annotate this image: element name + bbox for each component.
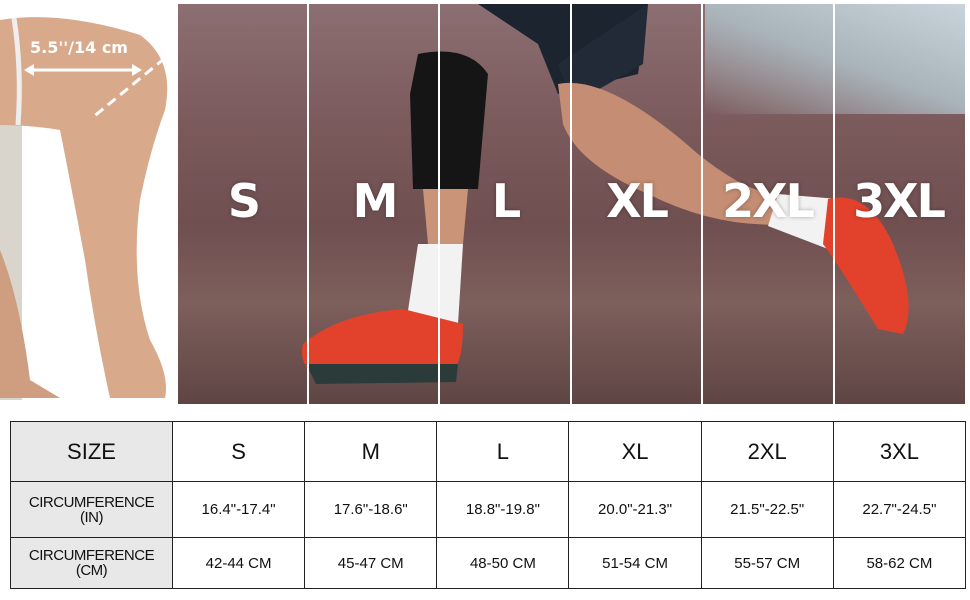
size-divider bbox=[570, 4, 572, 404]
value-cell: 48-50 CM bbox=[436, 537, 570, 589]
value-cell: 58-62 CM bbox=[832, 537, 967, 589]
value-cell: 17.6"-18.6" bbox=[304, 481, 438, 538]
size-header: SIZE bbox=[10, 421, 173, 482]
product-photo: S M L XL 2XL 3XL bbox=[178, 4, 965, 404]
measurement-label: 5.5''/14 cm bbox=[30, 38, 128, 57]
runner-illustration bbox=[302, 4, 909, 384]
photo-size-xl: XL bbox=[606, 174, 669, 228]
size-cell: 3XL bbox=[832, 421, 967, 482]
size-cell: 2XL bbox=[700, 421, 834, 482]
sky-background bbox=[705, 4, 965, 114]
table-header-row: SIZE S M L XL 2XL 3XL bbox=[10, 421, 967, 482]
row-label-line1: CIRCUMFERENCE bbox=[28, 547, 155, 564]
size-chart-table: SIZE S M L XL 2XL 3XL CIRCUMFERENCE (IN) … bbox=[10, 421, 967, 589]
value-cell: 51-54 CM bbox=[568, 537, 702, 589]
value-cell: 20.0"-21.3" bbox=[568, 481, 702, 538]
photo-size-m: M bbox=[352, 174, 399, 228]
size-cell: XL bbox=[568, 421, 702, 482]
photo-size-l: L bbox=[491, 174, 521, 228]
size-cell: M bbox=[304, 421, 438, 482]
row-label: CIRCUMFERENCE (IN) bbox=[10, 481, 173, 538]
size-divider bbox=[438, 4, 440, 404]
value-cell: 16.4"-17.4" bbox=[171, 481, 306, 538]
row-label-line1: CIRCUMFERENCE bbox=[28, 493, 155, 511]
value-cell: 42-44 CM bbox=[171, 537, 306, 589]
photo-size-3xl: 3XL bbox=[853, 174, 946, 228]
value-cell: 21.5"-22.5" bbox=[700, 481, 834, 538]
value-cell: 22.7"-24.5" bbox=[832, 481, 967, 538]
row-label-line2: (CM) bbox=[75, 562, 108, 579]
photo-size-s: S bbox=[227, 174, 261, 228]
size-divider bbox=[307, 4, 309, 404]
value-cell: 55-57 CM bbox=[700, 537, 834, 589]
value-cell: 18.8"-19.8" bbox=[436, 481, 570, 538]
size-cell: S bbox=[171, 421, 306, 482]
leg-measurement-image: 5.5''/14 cm bbox=[0, 0, 172, 402]
size-divider bbox=[833, 4, 835, 404]
table-row: CIRCUMFERENCE (CM) 42-44 CM 45-47 CM 48-5… bbox=[10, 537, 967, 589]
size-divider bbox=[701, 4, 703, 404]
size-cell: L bbox=[436, 421, 570, 482]
leg-illustration bbox=[0, 17, 168, 400]
row-label-line2: (IN) bbox=[80, 508, 104, 526]
value-cell: 45-47 CM bbox=[304, 537, 438, 589]
row-label: CIRCUMFERENCE (CM) bbox=[10, 537, 173, 589]
table-row: CIRCUMFERENCE (IN) 16.4"-17.4" 17.6"-18.6… bbox=[10, 481, 967, 538]
photo-size-2xl: 2XL bbox=[722, 174, 815, 228]
